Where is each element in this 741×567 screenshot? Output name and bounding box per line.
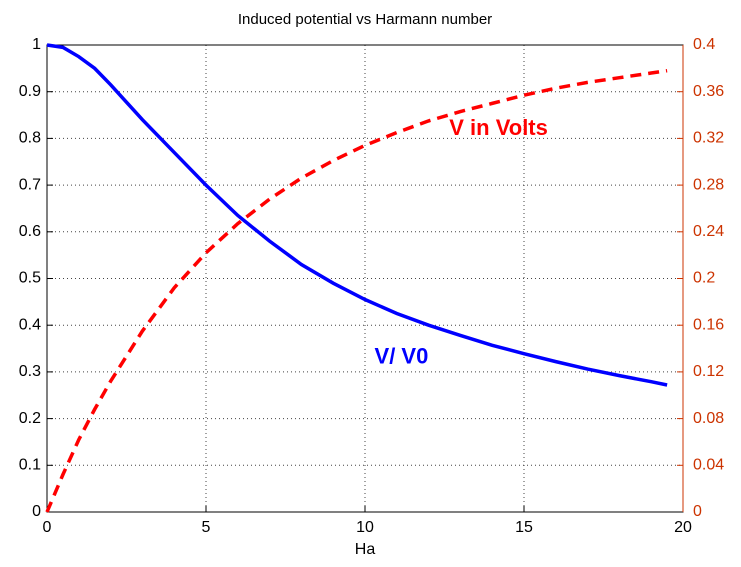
y-tick-label: 0.6	[19, 223, 41, 240]
y-tick-label: 1	[32, 36, 41, 53]
y2-tick-label: 0	[693, 503, 702, 520]
y2-tick-label: 0.36	[693, 83, 724, 100]
x-tick-label: 10	[356, 519, 374, 536]
y-tick-label: 0.3	[19, 363, 41, 380]
y2-tick-label: 0.12	[693, 363, 724, 380]
y-tick-label: 0.4	[19, 316, 41, 333]
annotation: V in Volts	[449, 115, 548, 140]
y-tick-label: 0.5	[19, 270, 41, 287]
x-axis-label: Ha	[355, 541, 376, 558]
y-tick-label: 0.2	[19, 410, 41, 427]
y2-tick-label: 0.4	[693, 36, 715, 53]
line-series	[45, 68, 668, 513]
y-tick-label: 0.8	[19, 130, 41, 147]
x-tick-label: 0	[43, 519, 52, 536]
y-tick-label: 0.1	[19, 457, 41, 474]
y2-tick-label: 0.04	[693, 457, 724, 474]
annotation: V/ V0	[375, 344, 429, 369]
x-tick-label: 5	[202, 519, 211, 536]
plot-area	[47, 45, 683, 512]
y2-tick-label: 0.24	[693, 223, 724, 240]
y2-tick-label: 0.32	[693, 130, 724, 147]
y2-tick-label: 0.2	[693, 270, 715, 287]
y-tick-label: 0.7	[19, 176, 41, 193]
y-tick-label: 0.9	[19, 83, 41, 100]
y-tick-label: 0	[32, 503, 41, 520]
x-tick-label: 15	[515, 519, 533, 536]
y2-tick-label: 0.28	[693, 176, 724, 193]
line-series	[46, 43, 668, 387]
y2-tick-label: 0.16	[693, 316, 724, 333]
chart-title: Induced potential vs Harmann number	[238, 11, 492, 28]
y2-tick-label: 0.08	[693, 410, 724, 427]
x-tick-label: 20	[674, 519, 692, 536]
